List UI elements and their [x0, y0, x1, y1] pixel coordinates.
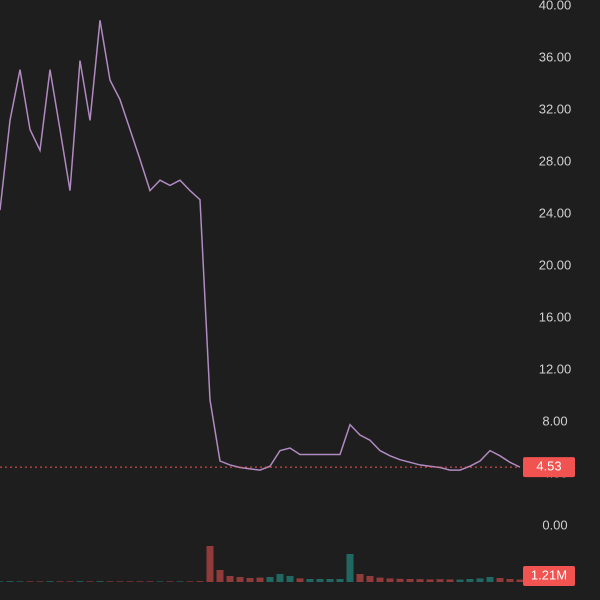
volume-bar: [336, 579, 344, 582]
y-tick-label: 28.00: [539, 153, 572, 168]
volume-bar: [156, 581, 164, 582]
volume-bar: [366, 576, 374, 582]
volume-bar: [426, 579, 434, 582]
last-volume-label: 1.21M: [531, 567, 567, 582]
volume-bar: [326, 579, 334, 582]
volume-bar: [506, 579, 514, 582]
volume-bar: [316, 579, 324, 582]
last-volume-box: [523, 566, 575, 586]
volume-bar: [346, 554, 354, 582]
volume-bar: [126, 581, 134, 582]
volume-bar: [0, 581, 4, 582]
volume-bar: [76, 581, 84, 582]
volume-bar: [16, 581, 24, 582]
volume-bar: [96, 581, 104, 582]
volume-bar: [246, 578, 254, 582]
volume-bar: [236, 577, 244, 582]
volume-bar: [6, 581, 14, 582]
volume-bar: [146, 581, 154, 582]
volume-bar: [446, 579, 454, 582]
volume-bar: [106, 581, 114, 582]
volume-bar: [266, 577, 274, 582]
y-tick-label: 32.00: [539, 101, 572, 116]
volume-bar: [276, 574, 284, 582]
volume-bar: [216, 570, 224, 582]
volume-bar: [436, 579, 444, 582]
volume-bar: [376, 577, 384, 582]
y-tick-label: 0.00: [542, 517, 567, 532]
y-tick-label: 40.00: [539, 0, 572, 12]
price-line: [0, 20, 521, 471]
volume-bar: [256, 577, 264, 582]
volume-bar: [456, 579, 464, 582]
volume-bar: [306, 579, 314, 582]
volume-bar: [296, 578, 304, 582]
y-tick-label: 12.00: [539, 361, 572, 376]
volume-bar: [46, 581, 54, 582]
y-tick-label: 36.00: [539, 49, 572, 64]
last-price-label: 4.53: [536, 459, 561, 474]
y-tick-label: 24.00: [539, 205, 572, 220]
volume-bar: [516, 579, 524, 582]
volume-bar: [86, 581, 94, 582]
volume-bar: [116, 581, 124, 582]
y-tick-label: 16.00: [539, 309, 572, 324]
volume-bar: [186, 581, 194, 582]
volume-bar: [56, 581, 64, 582]
y-tick-label: 8.00: [542, 413, 567, 428]
y-tick-label: 20.00: [539, 257, 572, 272]
volume-bar: [36, 581, 44, 582]
volume-bar: [196, 581, 204, 582]
volume-bar: [496, 578, 504, 582]
volume-bar: [66, 581, 74, 582]
volume-bar: [176, 581, 184, 582]
volume-bar: [476, 578, 484, 582]
last-price-box: [523, 457, 575, 478]
volume-bar: [406, 579, 414, 582]
volume-bar: [166, 581, 174, 582]
volume-bar: [26, 581, 34, 582]
volume-bar: [416, 579, 424, 582]
volume-bar: [286, 576, 294, 582]
volume-bar: [386, 578, 394, 582]
volume-bar: [486, 577, 494, 582]
volume-bar: [226, 576, 234, 582]
volume-bar: [396, 578, 404, 582]
volume-bar: [136, 581, 144, 582]
volume-bar: [206, 546, 214, 582]
volume-bar: [466, 579, 474, 582]
volume-bar: [356, 574, 364, 582]
